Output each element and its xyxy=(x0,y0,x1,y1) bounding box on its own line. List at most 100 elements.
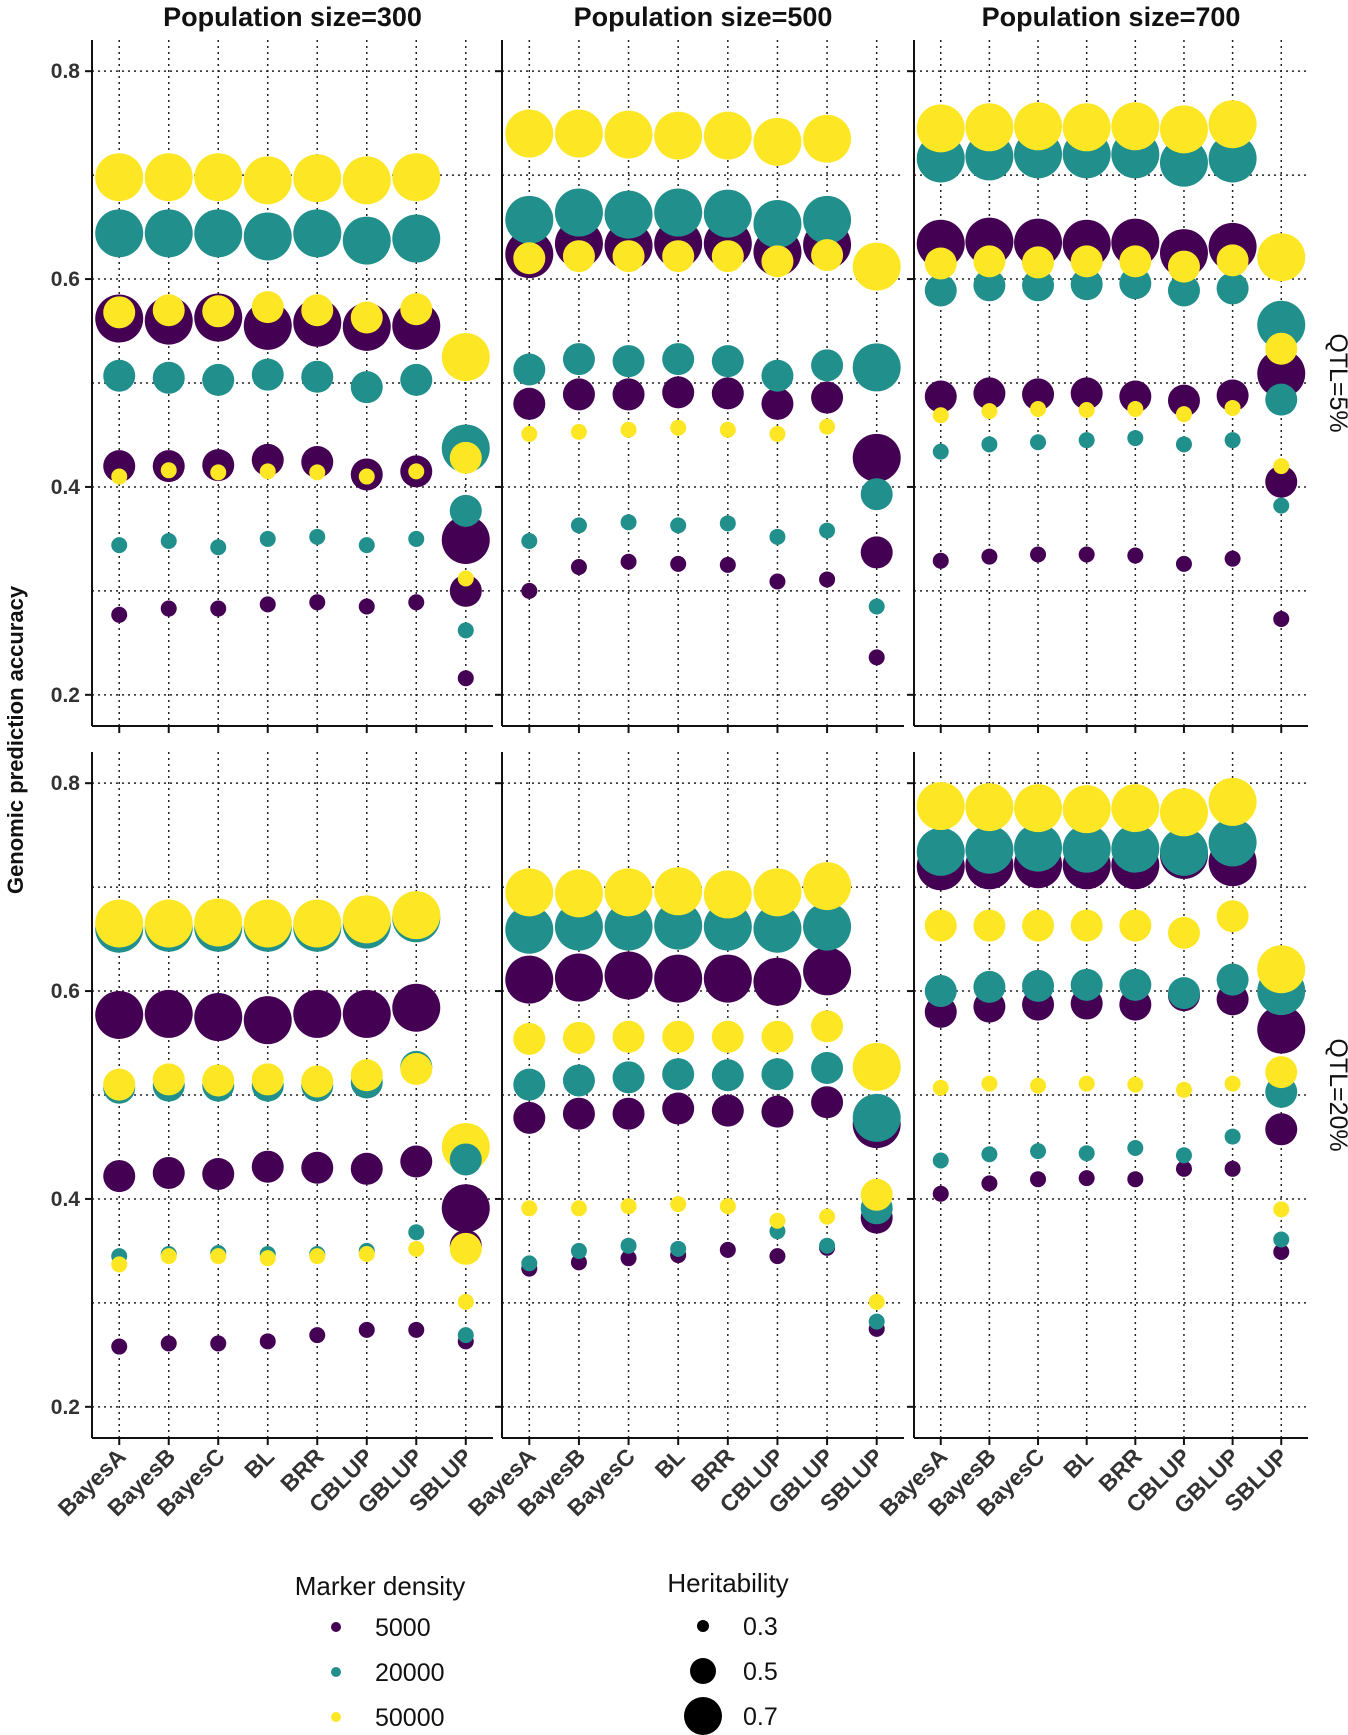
data-point xyxy=(819,571,836,588)
data-point xyxy=(293,989,342,1038)
data-point xyxy=(711,1020,744,1053)
data-point xyxy=(1119,380,1152,413)
data-point xyxy=(554,109,603,158)
data-point xyxy=(160,600,177,617)
data-point xyxy=(408,1321,425,1338)
y-axis-title-group: Genomic prediction accuracy xyxy=(3,585,28,894)
data-point xyxy=(1062,103,1111,152)
data-point xyxy=(711,240,744,273)
data-point xyxy=(400,293,433,326)
data-point xyxy=(612,1097,645,1130)
data-point xyxy=(1224,432,1241,449)
y-tick-label: 0.2 xyxy=(51,684,80,707)
data-point xyxy=(513,387,546,420)
data-point xyxy=(1224,1075,1241,1092)
data-point xyxy=(811,1086,844,1119)
data-point xyxy=(521,1255,538,1272)
data-point xyxy=(562,378,595,411)
data-point xyxy=(973,245,1006,278)
panel: 0.2 0.4 0.6 0.8 Population size=300 xyxy=(51,2,493,733)
data-point xyxy=(654,954,703,1003)
data-point xyxy=(1078,1145,1095,1162)
data-point xyxy=(554,902,603,951)
data-point xyxy=(662,1092,695,1125)
data-point xyxy=(1022,378,1055,411)
data-point xyxy=(103,1068,136,1101)
data-point xyxy=(457,1293,474,1310)
data-point xyxy=(400,363,433,396)
data-point xyxy=(719,421,736,438)
data-point xyxy=(620,421,637,438)
data-point xyxy=(916,782,965,831)
data-point xyxy=(342,895,391,944)
data-point xyxy=(924,380,957,413)
data-point xyxy=(441,1184,490,1233)
size-legend-label: 0.3 xyxy=(743,1613,778,1641)
data-point xyxy=(160,462,177,479)
data-point xyxy=(924,274,957,307)
data-point xyxy=(1127,400,1144,417)
data-point xyxy=(358,1246,375,1263)
size-legend-label: 0.5 xyxy=(743,1658,778,1686)
data-point xyxy=(1022,246,1055,279)
data-point xyxy=(562,343,595,376)
y-tick-label: 0.6 xyxy=(51,980,80,1003)
data-point xyxy=(521,582,538,599)
data-point xyxy=(811,1051,844,1084)
data-point xyxy=(654,111,703,160)
data-point xyxy=(1030,434,1047,451)
data-point xyxy=(1127,430,1144,447)
data-point xyxy=(620,1250,637,1267)
data-point xyxy=(753,117,802,166)
data-point xyxy=(1216,244,1249,277)
data-point xyxy=(194,993,243,1042)
data-point xyxy=(1257,945,1306,994)
data-point xyxy=(309,528,326,545)
data-point xyxy=(769,1248,786,1265)
column-strip-label: Population size=700 xyxy=(982,2,1241,32)
data-point xyxy=(932,407,949,424)
data-point xyxy=(194,153,243,202)
data-point xyxy=(703,954,752,1003)
data-point xyxy=(612,1020,645,1053)
data-point xyxy=(358,537,375,554)
data-point xyxy=(513,242,546,275)
data-point xyxy=(973,909,1006,942)
data-point xyxy=(819,522,836,539)
data-point xyxy=(1208,777,1257,826)
data-point xyxy=(1224,1128,1241,1145)
data-point xyxy=(562,1064,595,1097)
data-point xyxy=(1208,134,1257,183)
data-point xyxy=(1078,402,1095,419)
data-point xyxy=(670,419,687,436)
data-point xyxy=(243,899,292,948)
data-point xyxy=(1078,1075,1095,1092)
data-point xyxy=(670,517,687,534)
data-point xyxy=(620,514,637,531)
data-point xyxy=(719,515,736,532)
size-legend-key xyxy=(697,1620,709,1632)
color-legend-label: 20000 xyxy=(375,1659,445,1687)
data-point xyxy=(309,464,326,481)
data-point xyxy=(761,1020,794,1053)
data-point xyxy=(654,188,703,237)
data-point xyxy=(1127,1076,1144,1093)
data-point xyxy=(570,558,587,575)
data-point xyxy=(392,983,441,1032)
column-strip-label: Population size=300 xyxy=(163,2,422,32)
data-point xyxy=(144,153,193,202)
data-point xyxy=(819,1237,836,1254)
row-strip-label: QTL=5% xyxy=(1324,333,1348,432)
row-strip-label: QTL=20% xyxy=(1324,1038,1348,1151)
data-point xyxy=(819,1208,836,1225)
data-point xyxy=(1208,100,1257,149)
data-point xyxy=(350,371,383,404)
data-point xyxy=(811,349,844,382)
data-point xyxy=(160,532,177,549)
data-point xyxy=(513,1101,546,1134)
data-point xyxy=(259,1250,276,1267)
data-point xyxy=(505,955,554,1004)
data-point xyxy=(194,209,243,258)
data-point xyxy=(1022,969,1055,1002)
data-point xyxy=(703,189,752,238)
